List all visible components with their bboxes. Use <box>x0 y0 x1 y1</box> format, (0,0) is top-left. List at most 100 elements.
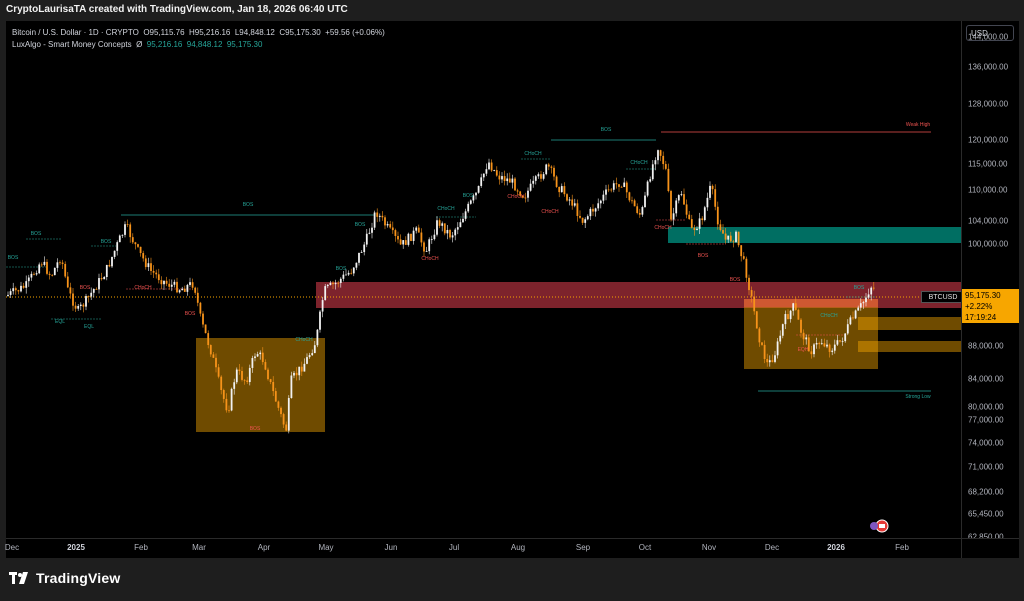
price-label: 62,850.00 <box>968 532 1004 542</box>
last-price-change: +2.22% <box>965 302 993 311</box>
candle-body <box>472 195 475 201</box>
candle-body <box>243 379 246 381</box>
indicator-name[interactable]: LuxAlgo - Smart Money Concepts <box>12 40 132 49</box>
candle-body <box>285 424 288 431</box>
label-eqh-red: EQH <box>797 347 809 353</box>
candle-body <box>670 191 672 220</box>
time-label: May <box>318 543 334 552</box>
candle-body <box>774 355 776 362</box>
label-bos-7: BOS <box>354 222 366 228</box>
price-chart[interactable] <box>6 21 961 538</box>
candle-body <box>248 367 251 383</box>
candle-body <box>797 309 800 320</box>
candle-body <box>844 333 847 342</box>
candle-body <box>134 242 137 245</box>
candle-body <box>641 207 644 215</box>
candle-body <box>298 366 301 376</box>
candle-body <box>163 280 165 285</box>
candle-body <box>27 277 30 282</box>
price-label: 65,450.00 <box>968 509 1004 519</box>
candle-body <box>407 233 410 245</box>
candle-body <box>209 345 212 355</box>
candle-body <box>251 358 254 368</box>
candle-body <box>745 258 748 278</box>
candle-body <box>425 251 428 252</box>
candle-body <box>124 224 126 235</box>
candle-body <box>503 176 506 182</box>
candle-body <box>196 292 199 303</box>
candle-body <box>410 233 412 241</box>
candle-body <box>833 344 836 351</box>
candle-body <box>131 237 134 243</box>
label-choch-2: CHoCH <box>524 151 542 157</box>
candle-body <box>688 214 691 220</box>
candle-body <box>646 181 649 196</box>
candle-body <box>813 344 815 355</box>
candle-body <box>194 287 197 293</box>
candle-body <box>573 203 576 206</box>
candle-body <box>706 197 709 208</box>
candle-body <box>771 360 774 362</box>
candle-body <box>290 375 293 399</box>
candle-body <box>326 284 329 287</box>
candle-body <box>581 217 584 223</box>
candle-body <box>412 230 415 241</box>
candle-body <box>129 224 132 238</box>
candle-body <box>170 284 173 287</box>
candle-body <box>703 207 706 221</box>
tradingview-logo[interactable]: TradingView <box>9 570 120 586</box>
time-label: Feb <box>134 543 148 552</box>
currency-button[interactable]: USD <box>966 25 1014 41</box>
candle-body <box>256 354 259 357</box>
candle-body <box>607 189 610 191</box>
candle-body <box>839 340 841 342</box>
candle-body <box>633 200 636 207</box>
time-axis[interactable]: Dec 2025 Feb Mar Apr May Jun Jul Aug Sep Oct Nov Dec… <box>5 538 961 558</box>
symbol-tag: BTCUSD <box>921 291 961 303</box>
price-label: 110,000.00 <box>968 185 1008 195</box>
candle-body <box>85 296 87 307</box>
price-label: 136,000.00 <box>968 62 1009 72</box>
candle-body <box>524 197 527 199</box>
candle-body <box>144 258 147 268</box>
candle-body <box>329 282 332 285</box>
candle-body <box>352 267 355 274</box>
time-label: 2025 <box>67 543 85 552</box>
candle-body <box>464 211 467 219</box>
candle-body <box>160 280 163 285</box>
price-label: 100,000.00 <box>968 239 1009 249</box>
candle-body <box>137 244 139 247</box>
ob-zone-teal <box>668 227 961 243</box>
price-axis[interactable]: USD 144,000.00 136,000.00 128,000.00 120,00… <box>961 21 1019 542</box>
candle-body <box>66 276 69 288</box>
candle-body <box>389 224 392 228</box>
candle-body <box>852 317 854 319</box>
candle-body <box>334 282 337 285</box>
candle-body <box>241 370 243 380</box>
chart-pane[interactable]: BOS BOS BOS BOS BOS BOS BOS BOS BOS CHoC… <box>6 21 961 538</box>
candle-body <box>732 241 735 243</box>
label-bos-4: BOS <box>30 231 42 237</box>
label-eql-1: EQL <box>54 319 66 325</box>
label-choch-3: CHoCH <box>630 160 648 166</box>
candle-body <box>212 354 215 358</box>
symbol-name[interactable]: Bitcoin / U.S. Dollar · 1D · CRYPTO <box>12 28 139 37</box>
candle-body <box>651 164 654 180</box>
candle-body <box>451 235 454 238</box>
candle-body <box>59 262 61 264</box>
candle-body <box>672 213 675 220</box>
candle-body <box>391 227 394 231</box>
events-badge-icon[interactable] <box>868 519 890 533</box>
candle-body <box>181 288 184 291</box>
candle-body <box>87 296 90 297</box>
label-choch-red-5: CHoCH <box>654 225 672 231</box>
last-price: 95,175.30 <box>965 291 1001 300</box>
candle-body <box>620 186 623 188</box>
candle-body <box>186 284 189 292</box>
candle-body <box>696 228 698 230</box>
candle-body <box>358 252 360 263</box>
candle-body <box>475 192 477 196</box>
candle-body <box>685 204 688 215</box>
candle-body <box>347 272 350 275</box>
candle-body <box>355 262 358 268</box>
